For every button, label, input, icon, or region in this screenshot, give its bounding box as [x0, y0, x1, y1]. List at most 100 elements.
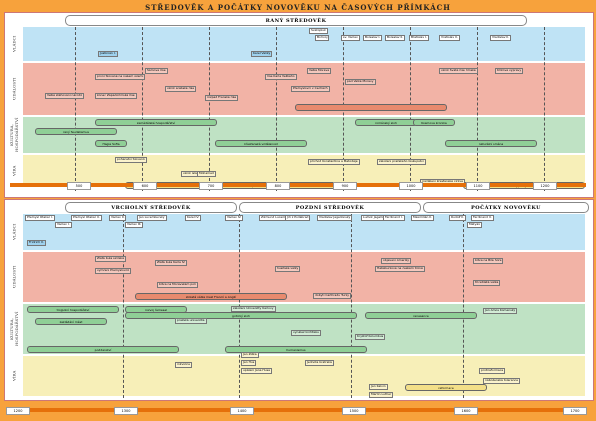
year-tick: 800 — [266, 182, 290, 190]
culture-box: Jan Amos Komenský — [483, 308, 518, 314]
culture-pill: Kosmova kronika — [413, 119, 455, 126]
culture-pill: křesťanská vzdělanost — [215, 140, 307, 147]
faith-box: Jan Žižka — [241, 352, 259, 358]
label-events: UDÁLOSTI — [11, 77, 17, 101]
year-line — [142, 27, 143, 191]
year-tick: 1200 — [533, 182, 557, 190]
event-box: rozpad Franské říše — [205, 95, 239, 101]
faith-box: Mohamed — [197, 171, 216, 177]
year-tick: 1700 — [563, 407, 587, 415]
label-rulers: VLÁDCI — [11, 223, 17, 241]
ruler-box: Jiří z Poděbrad — [285, 215, 311, 221]
faith-box: protireformace — [479, 368, 506, 374]
culture-pill: renesance — [365, 312, 477, 319]
event-arrow — [295, 104, 447, 111]
year-tick: 900 — [333, 182, 357, 190]
year-line — [123, 214, 124, 398]
event-box: Křížové výpravy — [495, 68, 524, 74]
culture-box: Kryštof Kolumbus — [355, 334, 386, 340]
event-box: Zlatá bula Karla IV. — [155, 260, 188, 266]
event-box: říše Karla Velikého — [265, 74, 297, 80]
ruler-box: Vladislav II. — [490, 35, 512, 41]
faith-box: upálení Jana Husa — [241, 368, 272, 374]
culture-pill: románský sloh — [355, 119, 417, 126]
event-box: Přemyslovci v Čechách — [291, 86, 330, 92]
event-box: vymření Přemyslovců — [95, 268, 132, 274]
event-box: první Slované na našem území — [95, 74, 146, 80]
event-box: bitva na Moravském poli — [157, 282, 198, 288]
event-box: vznik Svaté říše římské — [439, 68, 478, 74]
culture-pill: Hagia Sofia — [95, 140, 127, 147]
culture-box: vynález knihtisku — [291, 330, 321, 336]
page-title: STŘEDOVĚK A POČÁTKY NOVOVĚKU NA ČASOVÝCH… — [145, 3, 451, 12]
event-box: Zlatá bula sicilská — [95, 256, 126, 262]
year-line — [463, 214, 464, 398]
faith-box: příchod Konstantina a Metoděje — [308, 159, 360, 165]
year-tick: 1500 — [342, 407, 366, 415]
year-line — [209, 27, 210, 191]
ruler-box: Matyáš — [467, 222, 482, 228]
faith-box: náboženská tolerance — [483, 378, 520, 384]
culture-pill: humanismus — [225, 346, 367, 353]
ruler-box: sv. Václav — [341, 35, 360, 41]
culture-pill: rozvoj řemesel — [125, 306, 187, 313]
ruler-box: Bořivoj — [315, 35, 330, 41]
ruler-box: Karel Veliký — [251, 51, 273, 57]
event-box: třicetiletá válka — [473, 280, 501, 286]
year-line — [477, 27, 478, 191]
ruler-box: Ferdinand II. — [471, 215, 494, 221]
ruler-box: Václav III. — [125, 222, 144, 228]
era-early-modern: POČÁTKY NOVOVĚKU — [423, 202, 589, 213]
year-tick: 500 — [67, 182, 91, 190]
event-box: Sámova říše — [145, 68, 168, 74]
ruler-box: Boleslav I. — [363, 35, 383, 41]
year-tick: 1200 — [6, 407, 30, 415]
label-rulers: VLÁDCI — [11, 35, 17, 53]
ruler-box: Ferdinand I. — [383, 215, 405, 221]
year-line — [544, 27, 545, 191]
year-tick: 1100 — [466, 182, 490, 190]
event-box: Velké stěhování národů — [45, 93, 85, 99]
ruler-box: Justinián I. — [98, 51, 118, 57]
year-line — [276, 27, 277, 191]
ruler-box: Přemysl Otakar II. — [71, 215, 102, 221]
culture-pill: gotický sloh — [125, 312, 357, 319]
ruler-box: Rudolf II. — [449, 215, 467, 221]
event-box: bitva na Bílé hoře — [473, 258, 504, 264]
year-tick: 1300 — [114, 407, 138, 415]
event-box: objevení Ameriky — [381, 258, 412, 264]
culture-box: pražská univerzita — [175, 318, 207, 324]
event-box: Habsburkové na českém trůně — [375, 266, 425, 272]
year-line — [75, 27, 76, 191]
year-tick: 1000 — [399, 182, 423, 190]
faith-box: Jan Hus — [241, 360, 257, 366]
faith-box: inkvizice — [175, 362, 192, 368]
culture-pill: raný feudalismus — [35, 128, 117, 135]
event-box: Velká Morava — [307, 68, 332, 74]
faith-pill: reformace — [405, 384, 487, 391]
ruler-box: Boleslav II. — [385, 35, 406, 41]
era-early-middle-ages: RANÝ STŘEDOVĚK — [65, 15, 527, 26]
culture-box: založení Univerzity Karlovy — [231, 306, 276, 312]
ruler-box: Břetislav I. — [409, 35, 429, 41]
year-tick: 1400 — [230, 407, 254, 415]
label-events: UDÁLOSTI — [11, 265, 17, 289]
era-late-middle-ages: POZDNÍ STŘEDOVĚK — [239, 202, 421, 213]
era-high-middle-ages: VRCHOLNÝ STŘEDOVĚK — [65, 202, 237, 213]
timeline-axis — [10, 408, 586, 412]
ruler-box: Václav II. — [109, 215, 127, 221]
year-tick: 600 — [133, 182, 157, 190]
event-box: vznik arabské říše — [165, 86, 197, 92]
timeline-axis — [10, 183, 586, 187]
culture-pill: trojpolní hospodářství — [27, 306, 119, 313]
ruler-box: Vladislav Jagellonský — [317, 215, 353, 221]
year-line — [351, 214, 352, 398]
ruler-box: Karel IV. — [185, 215, 202, 221]
year-tick: 1600 — [454, 407, 478, 415]
ruler-box: Svatopluk — [309, 28, 328, 34]
culture-pill: zemědělské hospodářství — [95, 119, 217, 126]
top-timeline: RANÝ STŘEDOVĚK VLÁDCI UDÁLOSTI KULTURA, … — [4, 12, 594, 198]
event-box: konec Západořímské říše — [95, 93, 137, 99]
label-faith: VÍRA — [11, 370, 17, 382]
event-box: husitské války — [275, 266, 301, 272]
